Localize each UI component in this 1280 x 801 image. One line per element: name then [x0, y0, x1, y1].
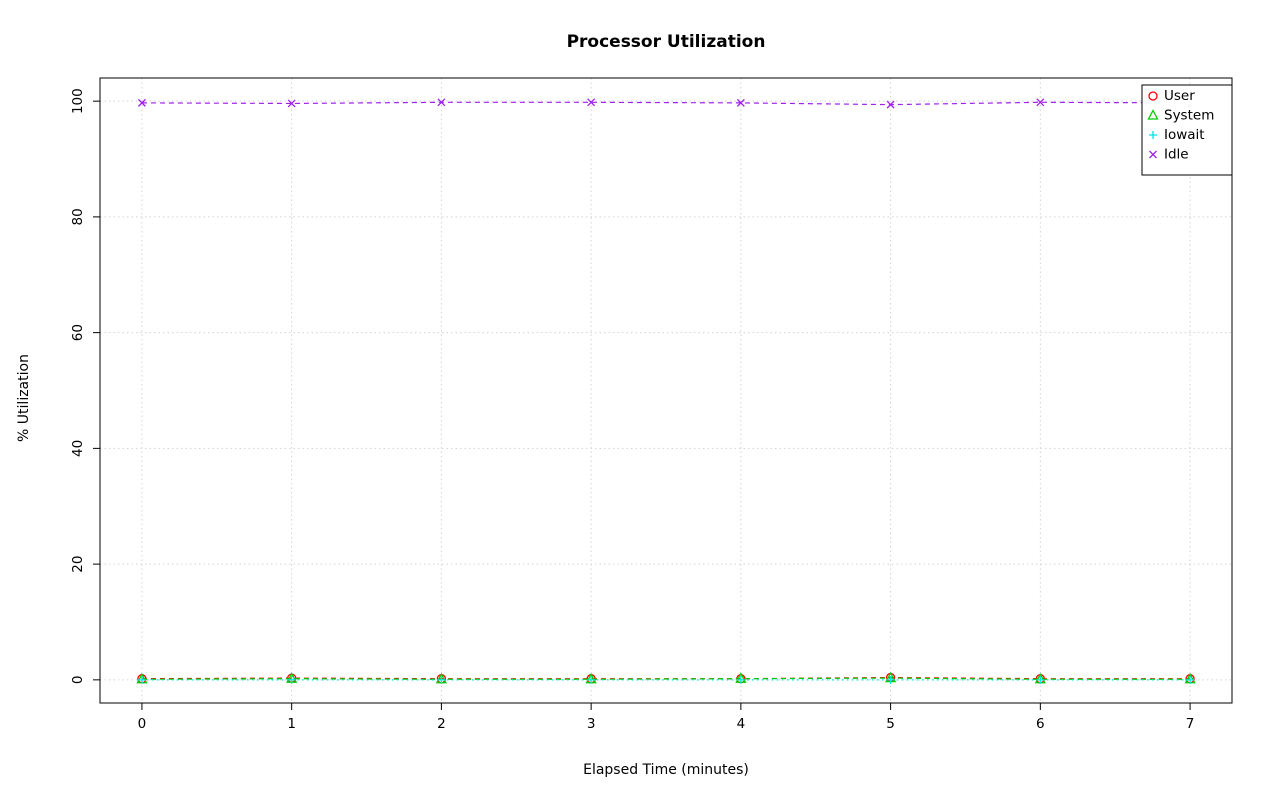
series-iowait [137, 675, 1195, 684]
y-tick-label: 20 [70, 556, 86, 573]
legend: User System Iowait Idle [1141, 84, 1233, 176]
legend-item-idle: Idle [1149, 147, 1189, 163]
legend-item-user: User [1148, 88, 1195, 104]
y-tick-label: 80 [70, 208, 86, 225]
x-tick-label: 3 [587, 716, 596, 732]
x-axis: 0 1 2 3 4 5 6 7 [138, 703, 1195, 732]
x-tick-label: 2 [437, 716, 446, 732]
y-tick-label: 0 [70, 676, 86, 685]
grid [100, 78, 1232, 703]
plot-border [99, 77, 1233, 704]
y-axis: 0 20 40 60 80 100 [70, 88, 100, 684]
x-tick-label: 0 [138, 716, 147, 732]
x-axis-label: Elapsed Time (minutes) [583, 762, 749, 778]
x-tick-label: 5 [886, 716, 895, 732]
legend-label: Idle [1164, 147, 1189, 163]
y-tick-label: 40 [70, 440, 86, 457]
y-axis-label: % Utilization [16, 354, 32, 442]
legend-item-iowait: Iowait [1149, 127, 1205, 143]
y-tick-label: 60 [70, 324, 86, 341]
x-tick-label: 7 [1186, 716, 1195, 732]
x-tick-label: 6 [1036, 716, 1045, 732]
x-tick-label: 4 [737, 716, 746, 732]
series-idle [137, 98, 1195, 109]
chart-title: Processor Utilization [566, 32, 766, 52]
x-tick-label: 1 [287, 716, 296, 732]
legend-label: Iowait [1164, 127, 1205, 143]
legend-label: User [1164, 88, 1195, 104]
legend-label: System [1164, 108, 1214, 124]
y-tick-label: 100 [70, 88, 86, 114]
legend-item-system: System [1147, 108, 1214, 124]
